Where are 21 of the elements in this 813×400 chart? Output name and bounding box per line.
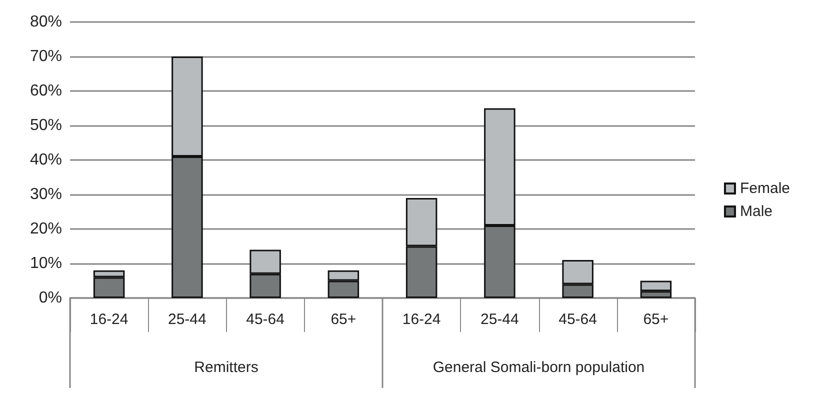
x-tick-label: 45-64 (558, 311, 597, 328)
y-tick-label: 40% (30, 152, 62, 168)
x-tick-label: 16-24 (90, 311, 128, 328)
y-tick-label: 60% (30, 82, 62, 100)
text: General Somali-born population (432, 359, 645, 376)
x-tick-label: 16-24 (402, 311, 441, 328)
y-tick-label: 10% (30, 255, 62, 272)
x-tick-label: 45-64 (246, 311, 284, 328)
legend-label: Male (740, 203, 772, 220)
y-tick-label: 20% (30, 220, 62, 238)
x-tick-label: 65+ (643, 311, 669, 328)
legend-label: Female (740, 180, 790, 197)
y-tick-label: 70% (30, 48, 62, 65)
y-tick-label: 80% (30, 14, 62, 30)
x-tick-label: 25-44 (168, 311, 206, 328)
y-tick-label: 0% (38, 290, 62, 306)
x-tick-label: 65+ (330, 311, 356, 328)
text: Remitters (194, 359, 258, 376)
y-tick-label: 50% (30, 117, 62, 134)
y-tick-label: 30% (30, 186, 62, 203)
x-tick-label: 25-44 (480, 311, 519, 328)
